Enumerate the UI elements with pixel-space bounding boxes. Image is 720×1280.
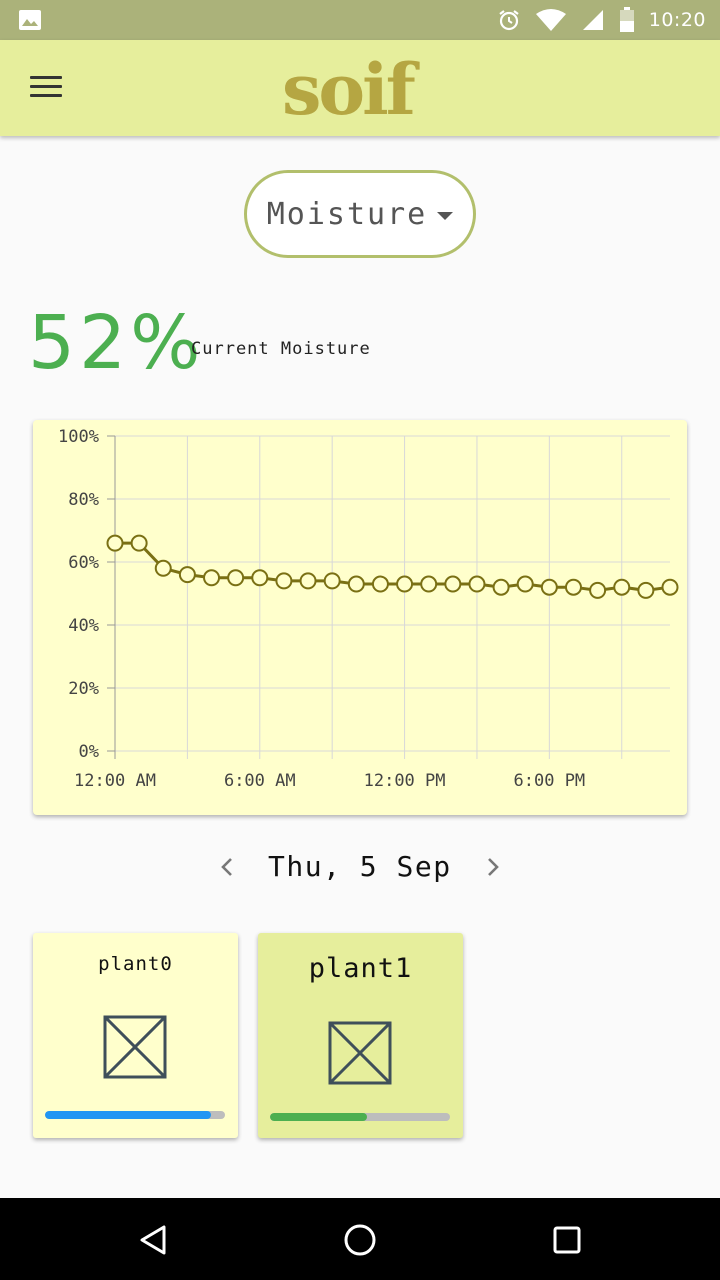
y-tick-label: 80% (68, 490, 99, 510)
plant-level-bar (45, 1111, 225, 1119)
plant-card-plant1[interactable]: plant1 (258, 933, 463, 1138)
data-point (323, 572, 341, 590)
y-tick-label: 0% (79, 742, 99, 762)
y-tick-label: 100% (58, 427, 99, 447)
data-point (637, 581, 655, 599)
series-line (115, 541, 671, 592)
wifi-icon (535, 9, 566, 31)
data-point (178, 566, 196, 584)
plant-level-bar (270, 1113, 450, 1121)
plant-card-plant0[interactable]: plant0 (33, 933, 238, 1138)
date-navigator: Thu, 5 Sep (0, 846, 720, 890)
current-moisture-label: Current Moisture (191, 339, 371, 359)
data-point (251, 569, 269, 587)
moisture-chart: 100% 80% 60% 40% 20% 0% 12:00 AM 6:00 AM 12:00 P… (58, 427, 679, 791)
hamburger-menu-icon[interactable] (30, 76, 64, 100)
data-point (468, 575, 486, 593)
data-point (227, 569, 245, 587)
recents-icon[interactable] (547, 1220, 587, 1260)
x-tick-label: 12:00 AM (74, 771, 156, 791)
current-moisture-value: 52% (28, 300, 205, 386)
data-point (347, 575, 365, 593)
data-point (661, 578, 679, 596)
system-nav-bar (0, 1198, 720, 1280)
caret-down-icon (437, 212, 454, 220)
alarm-icon (499, 10, 519, 31)
data-point (613, 578, 631, 596)
back-icon[interactable] (134, 1220, 174, 1260)
plant-level-fill (45, 1111, 211, 1119)
image-placeholder-icon (103, 1015, 167, 1079)
x-tick-label: 6:00 PM (514, 771, 586, 791)
logo-text: soif (282, 48, 416, 131)
data-point (130, 534, 148, 552)
x-tick-label: 6:00 AM (224, 771, 296, 791)
data-point (371, 575, 389, 593)
data-point (492, 578, 510, 596)
app-logo: soif (282, 42, 416, 138)
signal-icon (582, 10, 603, 30)
data-point (106, 534, 124, 552)
data-point (564, 578, 582, 596)
y-tick-label: 20% (68, 679, 99, 699)
home-icon[interactable] (340, 1220, 380, 1260)
data-point (396, 575, 414, 593)
moisture-chart-card: 100% 80% 60% 40% 20% 0% 12:00 AM 6:00 AM 12:00 P… (33, 420, 687, 815)
data-point (154, 559, 172, 577)
data-point (203, 569, 221, 587)
plant-name: plant0 (98, 953, 173, 975)
metric-dropdown-label: Moisture (266, 196, 428, 232)
metric-dropdown[interactable]: Moisture (244, 170, 476, 258)
status-time: 10:20 (648, 9, 706, 31)
app-bar: soif (0, 40, 720, 136)
chevron-right-icon[interactable] (481, 854, 505, 880)
y-tick-label: 60% (68, 553, 99, 573)
date-label: Thu, 5 Sep (268, 850, 452, 883)
data-point (444, 575, 462, 593)
plant-level-fill (270, 1113, 368, 1121)
data-point (275, 572, 293, 590)
data-point (516, 575, 534, 593)
x-tick-label: 12:00 PM (364, 771, 446, 791)
data-point (540, 578, 558, 596)
chevron-left-icon[interactable] (215, 854, 239, 880)
data-point (299, 572, 317, 590)
plant-name: plant1 (308, 953, 413, 984)
battery-icon (619, 7, 634, 32)
status-bar: 10:20 (0, 0, 720, 40)
image-placeholder-icon (328, 1021, 392, 1085)
gallery-icon (19, 10, 41, 30)
y-tick-label: 40% (68, 616, 99, 636)
data-point (420, 575, 438, 593)
data-point (589, 581, 607, 599)
